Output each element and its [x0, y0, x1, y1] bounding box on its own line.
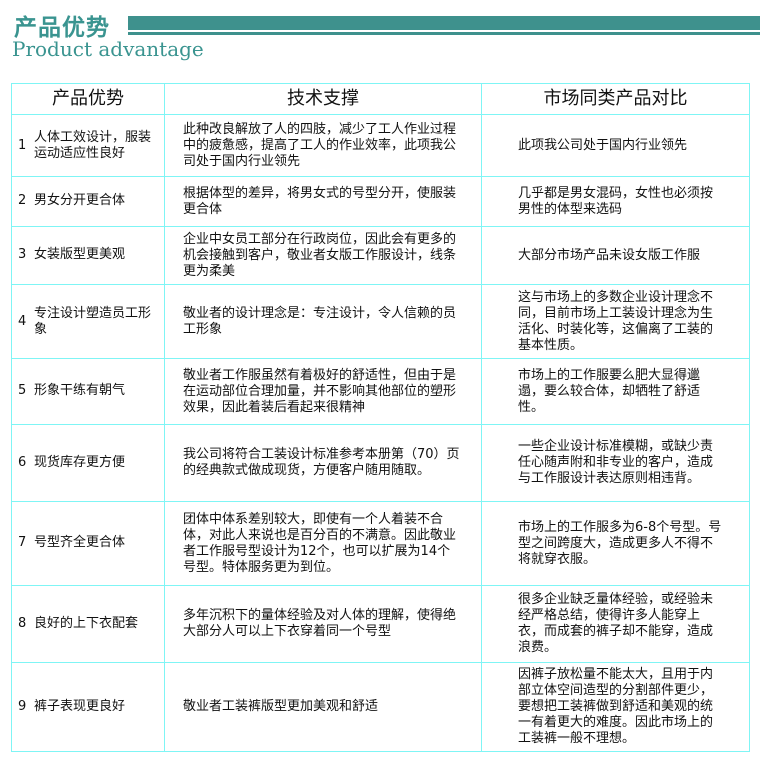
advantage-text: 良好的上下衣配套	[34, 615, 139, 631]
comparison-cell: 因裤子放松量不能太大，且用于内部立体空间造型的分割部件更少，要想把工装裤做到舒适…	[481, 662, 750, 752]
comparison-cell: 几乎都是男女混码，女性也必须按男性的体型来选码	[481, 176, 750, 227]
row-number: 7	[18, 535, 27, 551]
advantage-text: 形象干练有朝气	[34, 383, 126, 399]
comparison-cell: 市场上的工作服要么肥大显得邋遢，要么较合体，却牺牲了舒适性。	[481, 358, 750, 425]
advantage-cell: 9 裤子表现更良好	[11, 662, 165, 752]
row-number: 3	[18, 247, 27, 263]
support-cell: 敬业者的设计理念是：专注设计，令人信赖的员工形象	[164, 284, 482, 359]
table-row: 2 男女分开更合体 根据体型的差异，将男女式的号型分开，使服装更合体 几乎都是男女混码…	[11, 176, 750, 227]
column-header-support: 技术支撑	[164, 83, 482, 115]
row-number: 6	[18, 454, 27, 470]
advantage-cell: 2 男女分开更合体	[11, 176, 165, 227]
support-cell: 企业中女员工部分在行政岗位，因此会有更多的机会接触到客户，敬业者女版工作服设计，…	[164, 226, 482, 285]
row-number: 5	[18, 383, 27, 399]
advantage-text: 号型齐全更合体	[34, 535, 126, 551]
comparison-cell: 大部分市场产品未设女版工作服	[481, 226, 750, 285]
page-title-cn: 产品优势	[14, 14, 110, 41]
support-cell: 根据体型的差异，将男女式的号型分开，使服装更合体	[164, 176, 482, 227]
comparison-cell: 很多企业缺乏量体经验，或经验未经严格总结，使得许多人能穿上衣，而成套的裤子却不能…	[481, 585, 750, 663]
support-cell: 此种改良解放了人的四肢，减少了工人作业过程中的疲惫感，提高了工人的作业效率，此项…	[164, 114, 482, 177]
table-row: 4 专注设计塑造员工形象 敬业者的设计理念是：专注设计，令人信赖的员工形象 这与市场上…	[11, 284, 750, 359]
row-number: 9	[18, 698, 27, 714]
support-cell: 团体中体系差别较大，即使有一个人着装不合体，对此人来说也是百分百的不满意。因此敬…	[164, 501, 482, 586]
row-number: 2	[18, 193, 27, 209]
advantage-text: 男女分开更合体	[34, 193, 126, 209]
comparison-cell: 市场上的工作服多为6-8个号型。号型之间跨度大，造成更多人不得不将就穿衣服。	[481, 501, 750, 586]
table-row: 3 女装版型更美观 企业中女员工部分在行政岗位，因此会有更多的机会接触到客户，敬业者…	[11, 226, 750, 285]
row-number: 8	[18, 615, 27, 631]
page-title-en: Product advantage	[12, 37, 204, 61]
table-row: 6 现货库存更方便 我公司将符合工装设计标准参考本册第（70）页的经典款式做成现货，…	[11, 424, 750, 502]
advantage-cell: 1 人体工效设计，服装运动适应性良好	[11, 114, 165, 177]
table-row: 5 形象干练有朝气 敬业者工作服虽然有着极好的舒适性，但由于是在运动部位合理加量，并…	[11, 358, 750, 425]
advantage-text: 女装版型更美观	[34, 247, 126, 263]
table-row: 8 良好的上下衣配套 多年沉积下的量体经验及对人体的理解，使得绝大部分人可以上下衣穿…	[11, 585, 750, 663]
support-cell: 敬业者工作服虽然有着极好的舒适性，但由于是在运动部位合理加量，并不影响其他部位的…	[164, 358, 482, 425]
support-cell: 多年沉积下的量体经验及对人体的理解，使得绝大部分人可以上下衣穿着同一个号型	[164, 585, 482, 663]
table-row: 9 裤子表现更良好 敬业者工装裤版型更加美观和舒适 因裤子放松量不能太大，且用于内部立…	[11, 662, 750, 752]
advantage-text: 人体工效设计，服装运动适应性良好	[34, 129, 152, 161]
support-cell: 我公司将符合工装设计标准参考本册第（70）页的经典款式做成现货，方便客户随用随取…	[164, 424, 482, 502]
row-number: 4	[18, 313, 27, 329]
advantage-text: 专注设计塑造员工形象	[34, 305, 152, 337]
advantage-table: 产品优势 技术支撑 市场同类产品对比 1 人体工效设计，服装运动适应性良好 此种改良…	[11, 83, 750, 752]
table-header-row: 产品优势 技术支撑 市场同类产品对比	[11, 83, 750, 115]
table-row: 1 人体工效设计，服装运动适应性良好 此种改良解放了人的四肢，减少了工人作业过程中的…	[11, 114, 750, 177]
support-cell: 敬业者工装裤版型更加美观和舒适	[164, 662, 482, 752]
column-header-advantage: 产品优势	[11, 83, 165, 115]
title-bar-line	[128, 32, 760, 35]
advantage-cell: 7 号型齐全更合体	[11, 501, 165, 586]
advantage-cell: 3 女装版型更美观	[11, 226, 165, 285]
row-number: 1	[18, 137, 27, 153]
advantage-text: 裤子表现更良好	[34, 698, 126, 714]
advantage-cell: 5 形象干练有朝气	[11, 358, 165, 425]
title-bar	[128, 16, 760, 30]
advantage-cell: 6 现货库存更方便	[11, 424, 165, 502]
advantage-cell: 8 良好的上下衣配套	[11, 585, 165, 663]
comparison-cell: 这与市场上的多数企业设计理念不同，目前市场上工装设计理念为生活化、时装化等，这偏…	[481, 284, 750, 359]
advantage-cell: 4 专注设计塑造员工形象	[11, 284, 165, 359]
comparison-cell: 此项我公司处于国内行业领先	[481, 114, 750, 177]
column-header-comparison: 市场同类产品对比	[481, 83, 750, 115]
advantage-text: 现货库存更方便	[34, 454, 126, 470]
comparison-cell: 一些企业设计标准模糊，或缺少责任心随声附和非专业的客户，造成与工作服设计表达原则…	[481, 424, 750, 502]
table-row: 7 号型齐全更合体 团体中体系差别较大，即使有一个人着装不合体，对此人来说也是百分百…	[11, 501, 750, 586]
